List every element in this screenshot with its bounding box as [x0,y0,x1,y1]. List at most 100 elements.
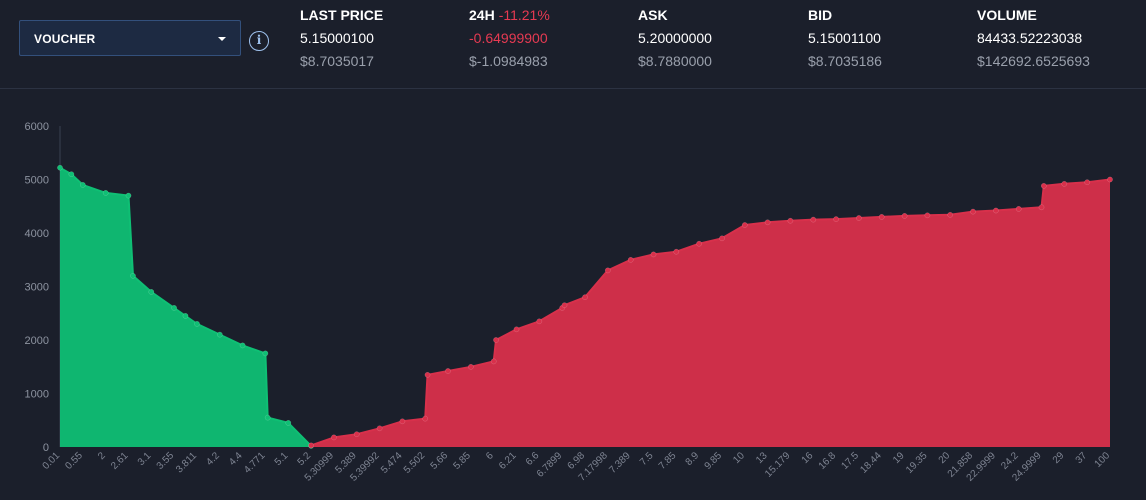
x-tick-label: 19 [891,450,907,466]
ask-point [719,235,725,242]
ask-point [513,326,520,333]
x-tick-label: 2.61 [109,450,131,472]
x-tick-label: 4.4 [227,450,245,468]
ask-point [445,368,451,374]
x-tick-label: 5.66 [429,450,451,472]
stat-24h-value: -0.64999900 [469,30,548,46]
stat-last-price-value: 5.15000100 [300,30,374,46]
y-tick-label: 4000 [25,228,49,240]
market-selector[interactable]: VOUCHER [19,20,241,56]
market-selector-label: VOUCHER [34,32,96,46]
ask-point [1084,179,1091,186]
stat-bid-value: 5.15001100 [808,30,881,46]
bid-point [285,420,292,426]
stat-ask-value: 5.20000000 [638,30,712,46]
x-tick-label: 7.389 [607,450,633,476]
bid-point [264,414,271,421]
y-tick-label: 3000 [25,282,49,294]
ask-point [1040,183,1047,189]
x-tick-label: 5.2 [296,450,314,468]
x-tick-label: 4.2 [204,450,222,468]
ask-point [878,214,885,220]
bid-point [148,289,155,295]
y-tick-label: 6000 [25,121,49,133]
ask-point [582,294,588,301]
x-tick-label: 6.6 [524,450,542,468]
bid-point [182,313,189,319]
ask-point [468,363,474,370]
bid-point [57,164,63,171]
bid-point [130,272,136,279]
ask-point [1038,204,1045,211]
ask-point [604,267,611,274]
x-tick-label: 16 [800,450,816,466]
stat-24h-label: 24H -11.21% [469,7,550,23]
x-tick-label: 100 [1093,450,1113,470]
x-tick-label: 4.771 [242,450,268,476]
stat-volume-value: 84433.52223038 [977,30,1083,46]
ask-point [331,434,337,441]
x-tick-label: 7.5 [638,450,656,468]
x-tick-label: 29 [1051,450,1067,466]
x-tick-label: 16.8 [817,450,839,472]
ask-point [901,213,908,219]
ask-point [993,207,999,214]
ask-point [376,425,383,432]
ask-point [308,442,314,449]
bid-point [102,190,109,196]
ask-point [970,208,976,215]
bid-area [60,167,312,447]
x-tick-label: 2 [96,450,108,462]
y-tick-label: 2000 [25,335,49,347]
bid-point [239,342,246,349]
y-tick-label: 0 [43,442,49,454]
ask-point [424,371,431,378]
stat-bid-usd: $8.7035186 [808,53,882,69]
stat-volume-usd: $142692.6525693 [977,53,1090,69]
x-tick-label: 5.474 [379,450,405,476]
x-tick-label: 5.1 [273,450,291,468]
ask-point [561,302,568,309]
stat-last-price-label: LAST PRICE [300,7,384,23]
bid-point [171,305,177,311]
ask-point [696,240,702,247]
ask-point [673,248,680,255]
stat-last-price-usd: $8.7035017 [300,53,374,69]
x-tick-label: 18.44 [858,450,884,476]
ask-point [833,216,839,222]
stat-24h-change: -11.21% [498,7,550,23]
x-tick-label: 6 [484,450,496,462]
ask-point [650,251,657,258]
y-tick-label: 5000 [25,175,49,187]
bid-point [79,182,86,188]
stat-24h-label-text: 24H [469,7,495,23]
x-tick-label: 5.502 [402,450,428,476]
stat-24h-usd: $-1.0984983 [469,53,548,69]
ask-point [536,318,543,325]
x-tick-label: 10 [731,450,747,466]
ask-point [741,222,748,228]
x-tick-label: 37 [1074,450,1090,466]
stat-volume-label: VOLUME [977,7,1037,23]
x-tick-label: 3.1 [136,450,154,468]
ask-point [947,211,954,218]
bid-line [59,166,312,447]
ask-point [764,219,771,226]
x-tick-label: 3.811 [174,450,199,475]
info-icon[interactable]: i [249,31,269,51]
ask-point [490,358,497,365]
stat-ask-usd: $8.7880000 [638,53,712,69]
x-tick-label: 5.85 [451,450,473,472]
x-tick-label: 0.55 [63,450,85,472]
x-tick-label: 8.9 [684,450,702,468]
ask-point [1015,206,1022,212]
ask-point [924,212,931,219]
ask-line [310,178,1111,447]
x-tick-label: 6.21 [497,450,519,472]
ask-point [1107,176,1113,183]
ask-area [311,179,1111,447]
x-tick-label: 7.85 [657,450,679,472]
caret-down-icon [218,37,226,41]
ask-point [493,337,499,343]
